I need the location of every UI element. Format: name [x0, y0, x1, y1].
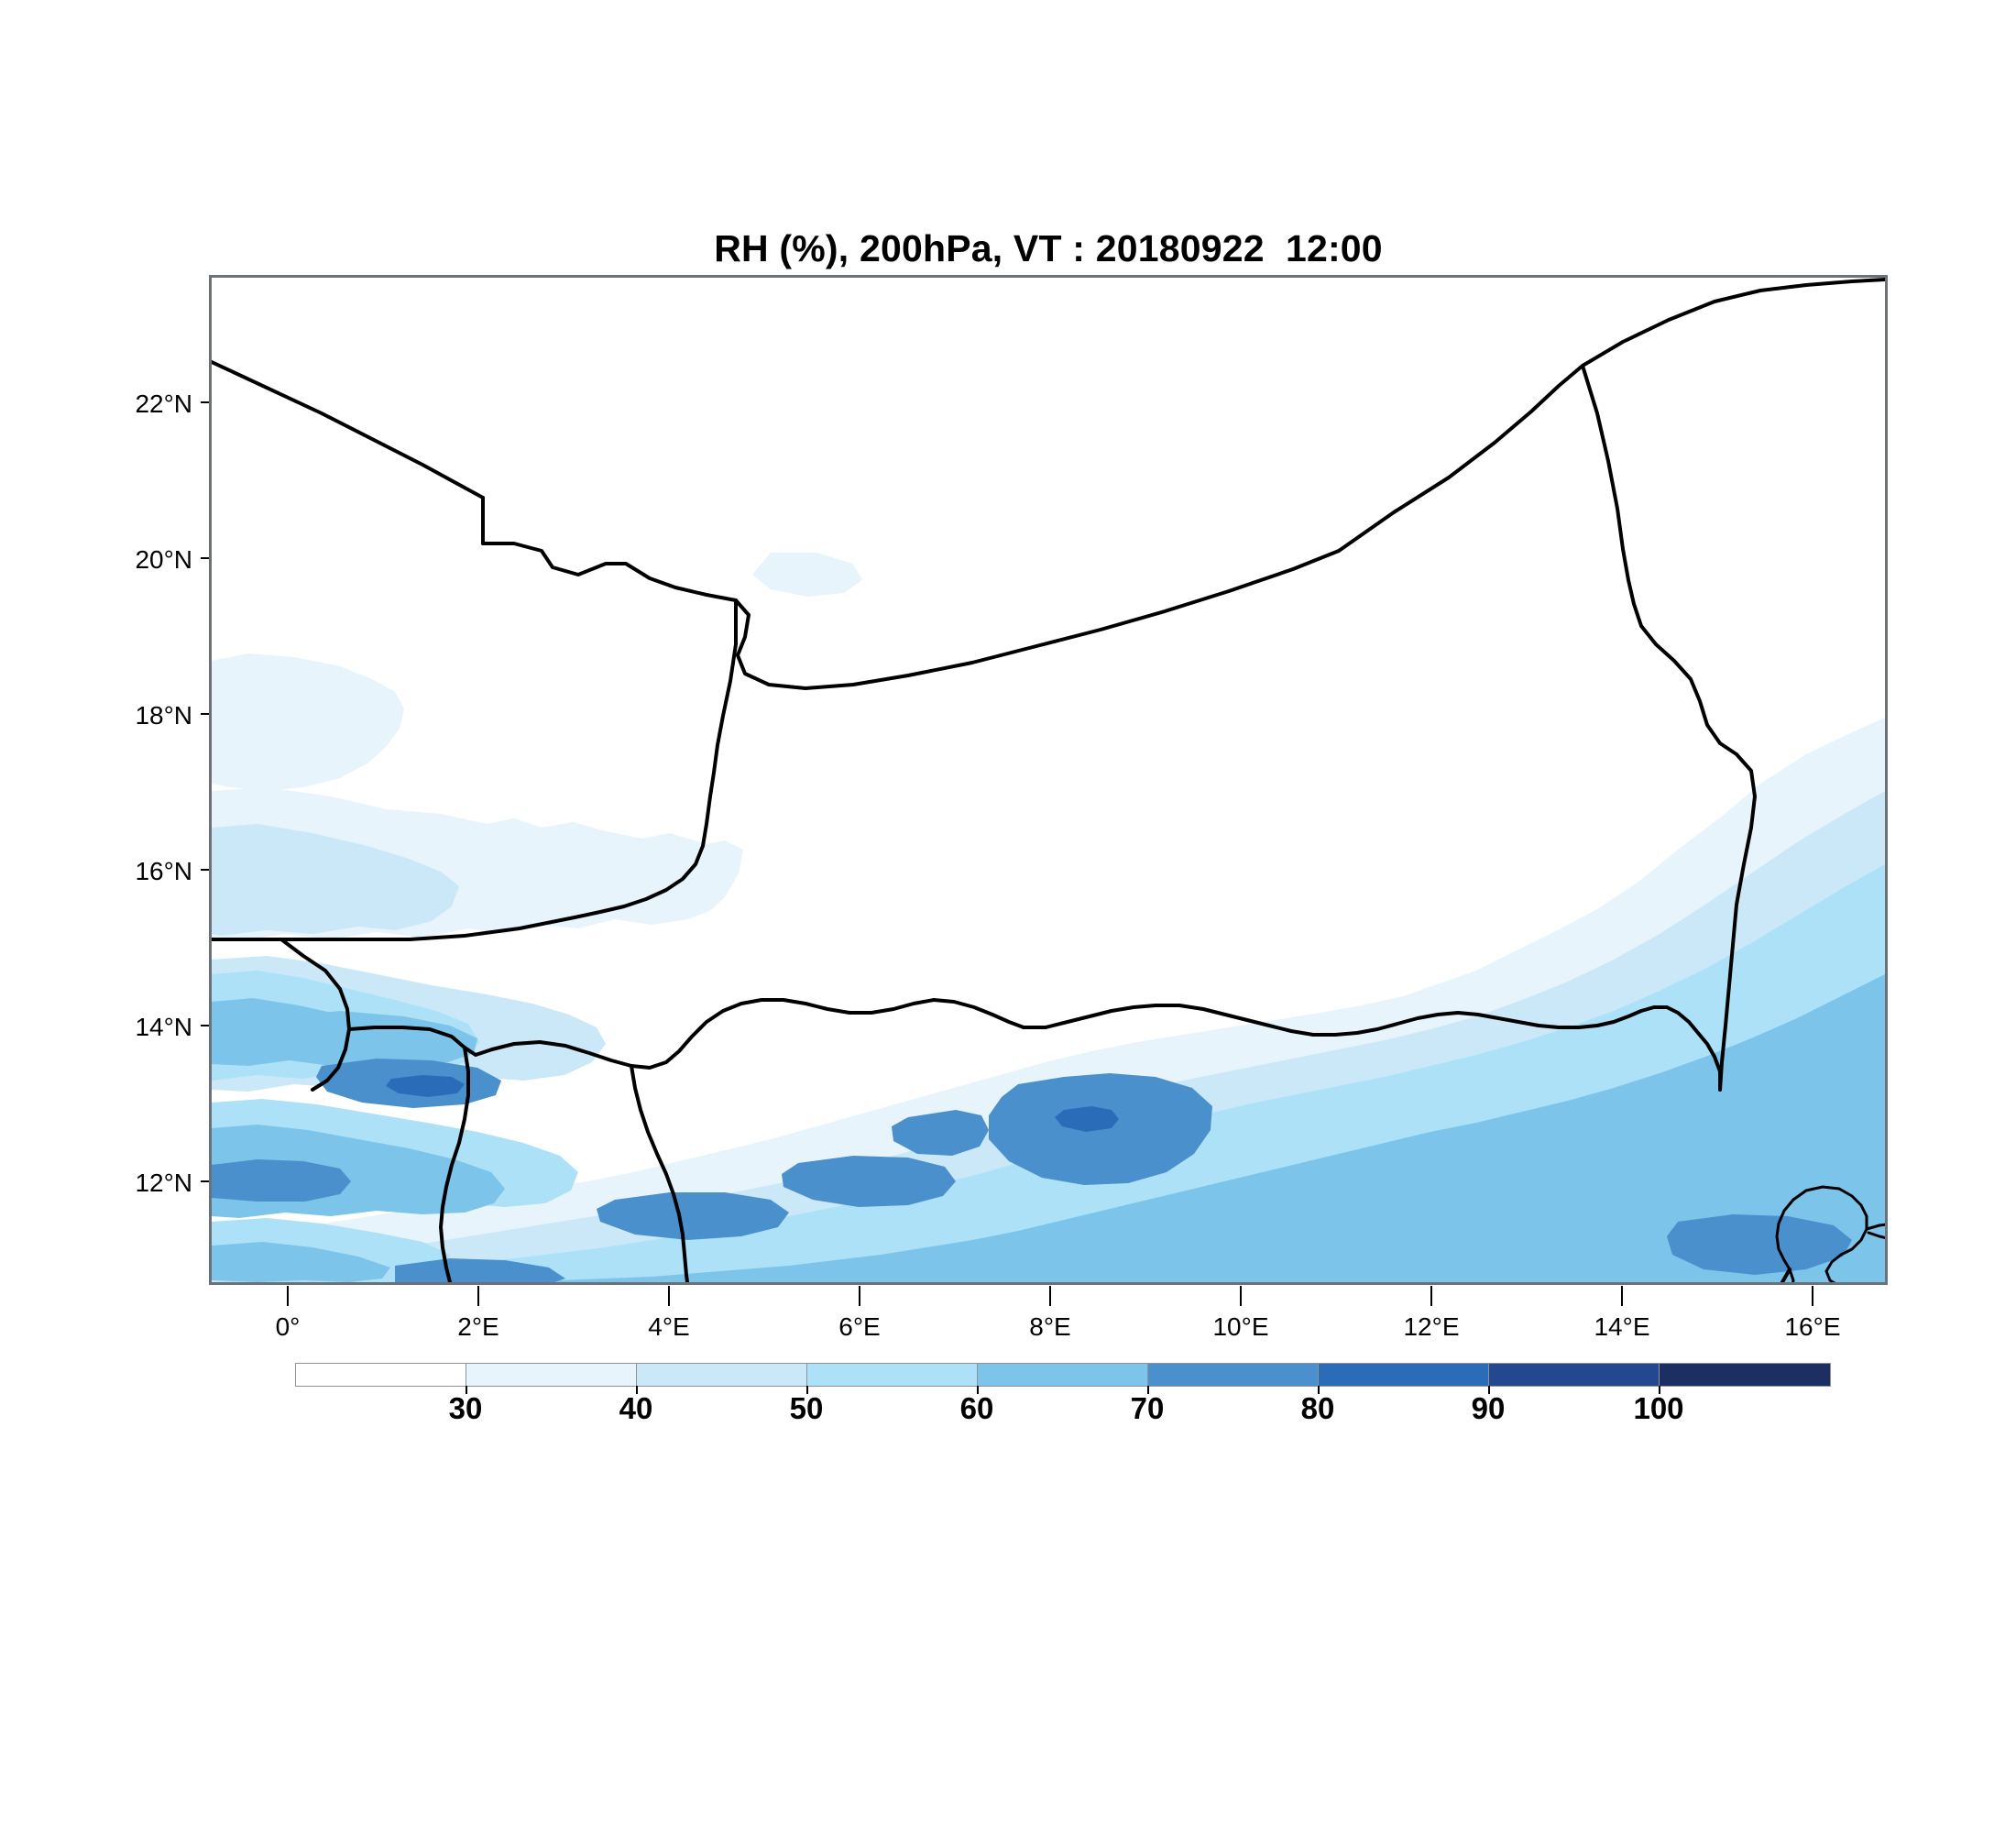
colorbar-label-40: 40 — [619, 1391, 653, 1425]
rh-band-70-80 — [212, 1059, 1852, 1282]
colorbar-label-100: 100 — [1633, 1391, 1684, 1425]
colorbar-segment-40-50[interactable] — [637, 1364, 807, 1386]
y-tick-label-20n: 20°N — [135, 545, 192, 574]
x-tick-mark — [1430, 1286, 1432, 1306]
x-tick-label-14e: 14°E — [1594, 1312, 1650, 1341]
x-tick-mark — [477, 1286, 479, 1306]
x-tick-label-0: 0° — [275, 1312, 301, 1341]
colorbar-segment-above-100[interactable] — [1660, 1364, 1830, 1386]
x-tick-label-16e: 16°E — [1784, 1312, 1841, 1341]
colorbar-segment-30-40[interactable] — [466, 1364, 637, 1386]
x-tick-label-12e: 12°E — [1403, 1312, 1460, 1341]
x-tick-mark — [1049, 1286, 1051, 1306]
x-tick-mark — [1240, 1286, 1242, 1306]
colorbar-segment-70-80[interactable] — [1148, 1364, 1319, 1386]
rh-band-80-90 — [386, 1075, 1119, 1132]
colorbar-tick — [466, 1386, 467, 1394]
x-tick-mark — [287, 1286, 289, 1306]
colorbar-segment-90-100[interactable] — [1489, 1364, 1660, 1386]
x-tick-label-8e: 8°E — [1029, 1312, 1071, 1341]
colorbar[interactable] — [295, 1363, 1831, 1387]
y-tick-label-18n: 18°N — [135, 701, 192, 730]
national-borders — [212, 278, 1885, 1282]
x-tick-mark — [1812, 1286, 1813, 1306]
colorbar-label-60: 60 — [959, 1391, 994, 1425]
y-tick-label-16n: 16°N — [135, 857, 192, 885]
colorbar-segment-50-60[interactable] — [807, 1364, 978, 1386]
x-tick-label-2e: 2°E — [457, 1312, 499, 1341]
colorbar-segment-below-30[interactable] — [296, 1364, 466, 1386]
colorbar-label-30: 30 — [448, 1391, 483, 1425]
x-tick-mark — [859, 1286, 860, 1306]
colorbar-tick — [977, 1386, 979, 1394]
x-tick-label-6e: 6°E — [838, 1312, 881, 1341]
y-tick-label-12n: 12°N — [135, 1169, 192, 1197]
colorbar-segment-60-70[interactable] — [978, 1364, 1148, 1386]
y-tick-label-14n: 14°N — [135, 1013, 192, 1041]
colorbar-tick — [1318, 1386, 1320, 1394]
x-tick-mark — [1621, 1286, 1623, 1306]
colorbar-label-90: 90 — [1471, 1391, 1506, 1425]
colorbar-tick — [636, 1386, 638, 1394]
colorbar-label-70: 70 — [1130, 1391, 1165, 1425]
colorbar-tick — [1659, 1386, 1660, 1394]
x-tick-label-4e: 4°E — [648, 1312, 690, 1341]
rh-contour-field — [212, 278, 1885, 1282]
x-tick-mark — [668, 1286, 670, 1306]
colorbar-tick — [1488, 1386, 1490, 1394]
colorbar-segment-80-90[interactable] — [1319, 1364, 1489, 1386]
y-tick-label-22n: 22°N — [135, 390, 192, 418]
page-title: RH (%), 200hPa, VT : 20180922 12:00 — [714, 227, 1383, 269]
map-plot-area[interactable] — [209, 275, 1888, 1285]
colorbar-tick — [1147, 1386, 1149, 1394]
colorbar-tick — [806, 1386, 808, 1394]
colorbar-label-80: 80 — [1300, 1391, 1335, 1425]
x-tick-label-10e: 10°E — [1212, 1312, 1269, 1341]
colorbar-label-50: 50 — [789, 1391, 824, 1425]
